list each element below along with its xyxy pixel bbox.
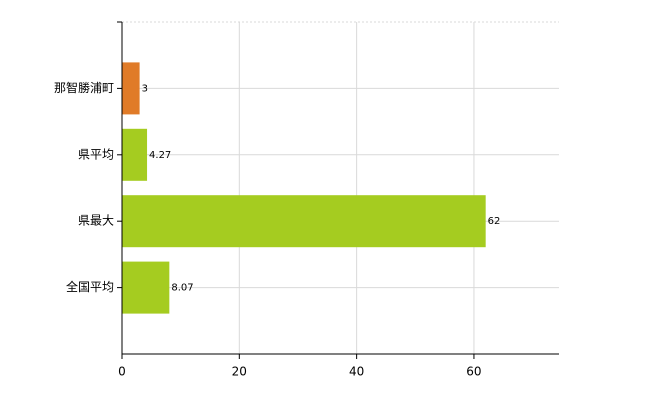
- y-tick-label: 県平均: [78, 147, 114, 161]
- x-tick-label: 0: [118, 365, 126, 379]
- bar: [122, 62, 140, 115]
- value-label: 3: [142, 83, 148, 94]
- y-tick-label: 那智勝浦町: [54, 80, 114, 95]
- y-tick-label: 全国平均: [66, 279, 114, 294]
- x-tick-label: 20: [232, 365, 247, 379]
- bar: [122, 128, 148, 181]
- y-tick-label: 県最大: [78, 214, 114, 228]
- bar: [122, 261, 170, 314]
- value-label: 4.27: [149, 150, 171, 161]
- value-label: 8.07: [171, 283, 193, 294]
- x-tick-label: 60: [466, 365, 481, 379]
- bar: [122, 195, 486, 248]
- value-label: 62: [488, 216, 501, 227]
- x-tick-label: 40: [349, 365, 364, 379]
